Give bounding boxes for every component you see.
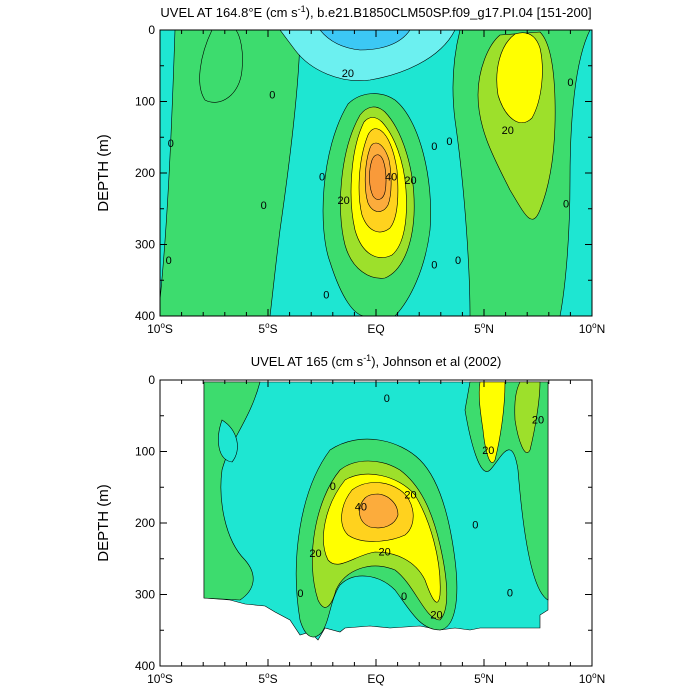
band-30-40-east xyxy=(496,32,543,124)
contour-field-observed xyxy=(203,381,549,641)
chart-title-model: UVEL AT 164.8°E (cm s-1), b.e21.B1850CLM… xyxy=(160,4,591,20)
contour-label: 20 xyxy=(379,547,391,559)
ytick-label: 300 xyxy=(135,588,155,602)
xtick-label: 10oN xyxy=(579,671,605,686)
contour-label: 20 xyxy=(404,175,416,187)
contour-label: 0 xyxy=(401,591,407,603)
contour-label: 0 xyxy=(563,199,569,211)
contour-label: 20 xyxy=(309,548,321,560)
xtick-label: 10oN xyxy=(579,321,605,336)
contour-label: 0 xyxy=(446,136,452,148)
ytick-label: 300 xyxy=(135,238,155,252)
xtick-label: 5oN xyxy=(474,321,494,336)
contour-label: 0 xyxy=(297,588,303,600)
ylabel-model: DEPTH (m) xyxy=(95,134,112,212)
contour-label: 0 xyxy=(455,255,461,267)
xtick-label: 10oS xyxy=(147,321,173,336)
obs-50-60-euc xyxy=(359,493,399,529)
contour-label: 20 xyxy=(502,125,514,137)
contour-label: 0 xyxy=(319,172,325,184)
band-neg-core xyxy=(319,30,411,51)
contour-label: 0 xyxy=(507,587,513,599)
contour-label: 0 xyxy=(269,89,275,101)
band-neg-top xyxy=(279,30,456,81)
ytick-label: 400 xyxy=(135,309,155,323)
contour-label: 0 xyxy=(472,519,478,531)
obs-30-40-east xyxy=(478,381,506,463)
contour-field-model xyxy=(160,30,592,316)
contour-label: 20 xyxy=(404,489,416,501)
xtick-label: EQ xyxy=(367,672,384,686)
contour-label: 40 xyxy=(355,502,367,514)
contour-label: 0 xyxy=(431,260,437,272)
xtick-label: 5oS xyxy=(258,671,277,686)
xtick-label: 5oN xyxy=(474,671,494,686)
contour-label: 0 xyxy=(384,393,390,405)
chart-title-observed: UVEL AT 165 (cm s-1), Johnson et al (200… xyxy=(251,353,502,369)
obs-10-20-west xyxy=(203,381,261,601)
contour-label: 20 xyxy=(337,195,349,207)
band-0-10-west-edge xyxy=(160,30,176,301)
contour-label: 0 xyxy=(323,290,329,302)
ylabel-observed: DEPTH (m) xyxy=(95,484,112,562)
contour-label: 0 xyxy=(166,255,172,267)
xtick-label: 5oS xyxy=(258,321,277,336)
contour-label: 0 xyxy=(168,138,174,150)
obs-inner-west xyxy=(218,419,238,463)
ytick-label: 400 xyxy=(135,659,155,673)
xtick-label: 10oS xyxy=(147,671,173,686)
band-10-20-west-core xyxy=(199,30,243,103)
contour-labels-observed: 0 20 20 20 0 40 0 20 20 0 0 20 0 xyxy=(297,393,544,622)
xtick-label: EQ xyxy=(367,322,384,336)
contour-label: 0 xyxy=(567,77,573,89)
ytick-label: 0 xyxy=(148,373,155,387)
contour-label: 0 xyxy=(330,481,336,493)
ytick-label: 100 xyxy=(135,95,155,109)
contour-label: 20 xyxy=(342,68,354,80)
contour-label: 0 xyxy=(261,200,267,212)
band-10-20-west xyxy=(160,30,301,316)
contour-label: 0 xyxy=(431,141,437,153)
contour-label: 20 xyxy=(482,445,494,457)
contour-label: 40 xyxy=(385,172,397,184)
ytick-label: 0 xyxy=(148,23,155,37)
ytick-label: 100 xyxy=(135,445,155,459)
obs-20-30-east xyxy=(514,381,541,453)
ytick-label: 200 xyxy=(135,166,155,180)
band-60-70-euc xyxy=(369,154,387,200)
ytick-label: 200 xyxy=(135,516,155,530)
contour-label: 20 xyxy=(430,610,442,622)
contour-label: 20 xyxy=(532,414,544,426)
